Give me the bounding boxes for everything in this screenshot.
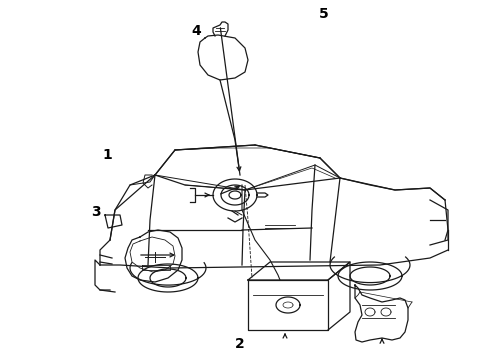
Text: 1: 1 [103, 148, 113, 162]
Text: 2: 2 [235, 337, 245, 351]
Text: 3: 3 [91, 206, 100, 219]
Text: 4: 4 [191, 24, 201, 37]
Text: 5: 5 [318, 7, 328, 21]
